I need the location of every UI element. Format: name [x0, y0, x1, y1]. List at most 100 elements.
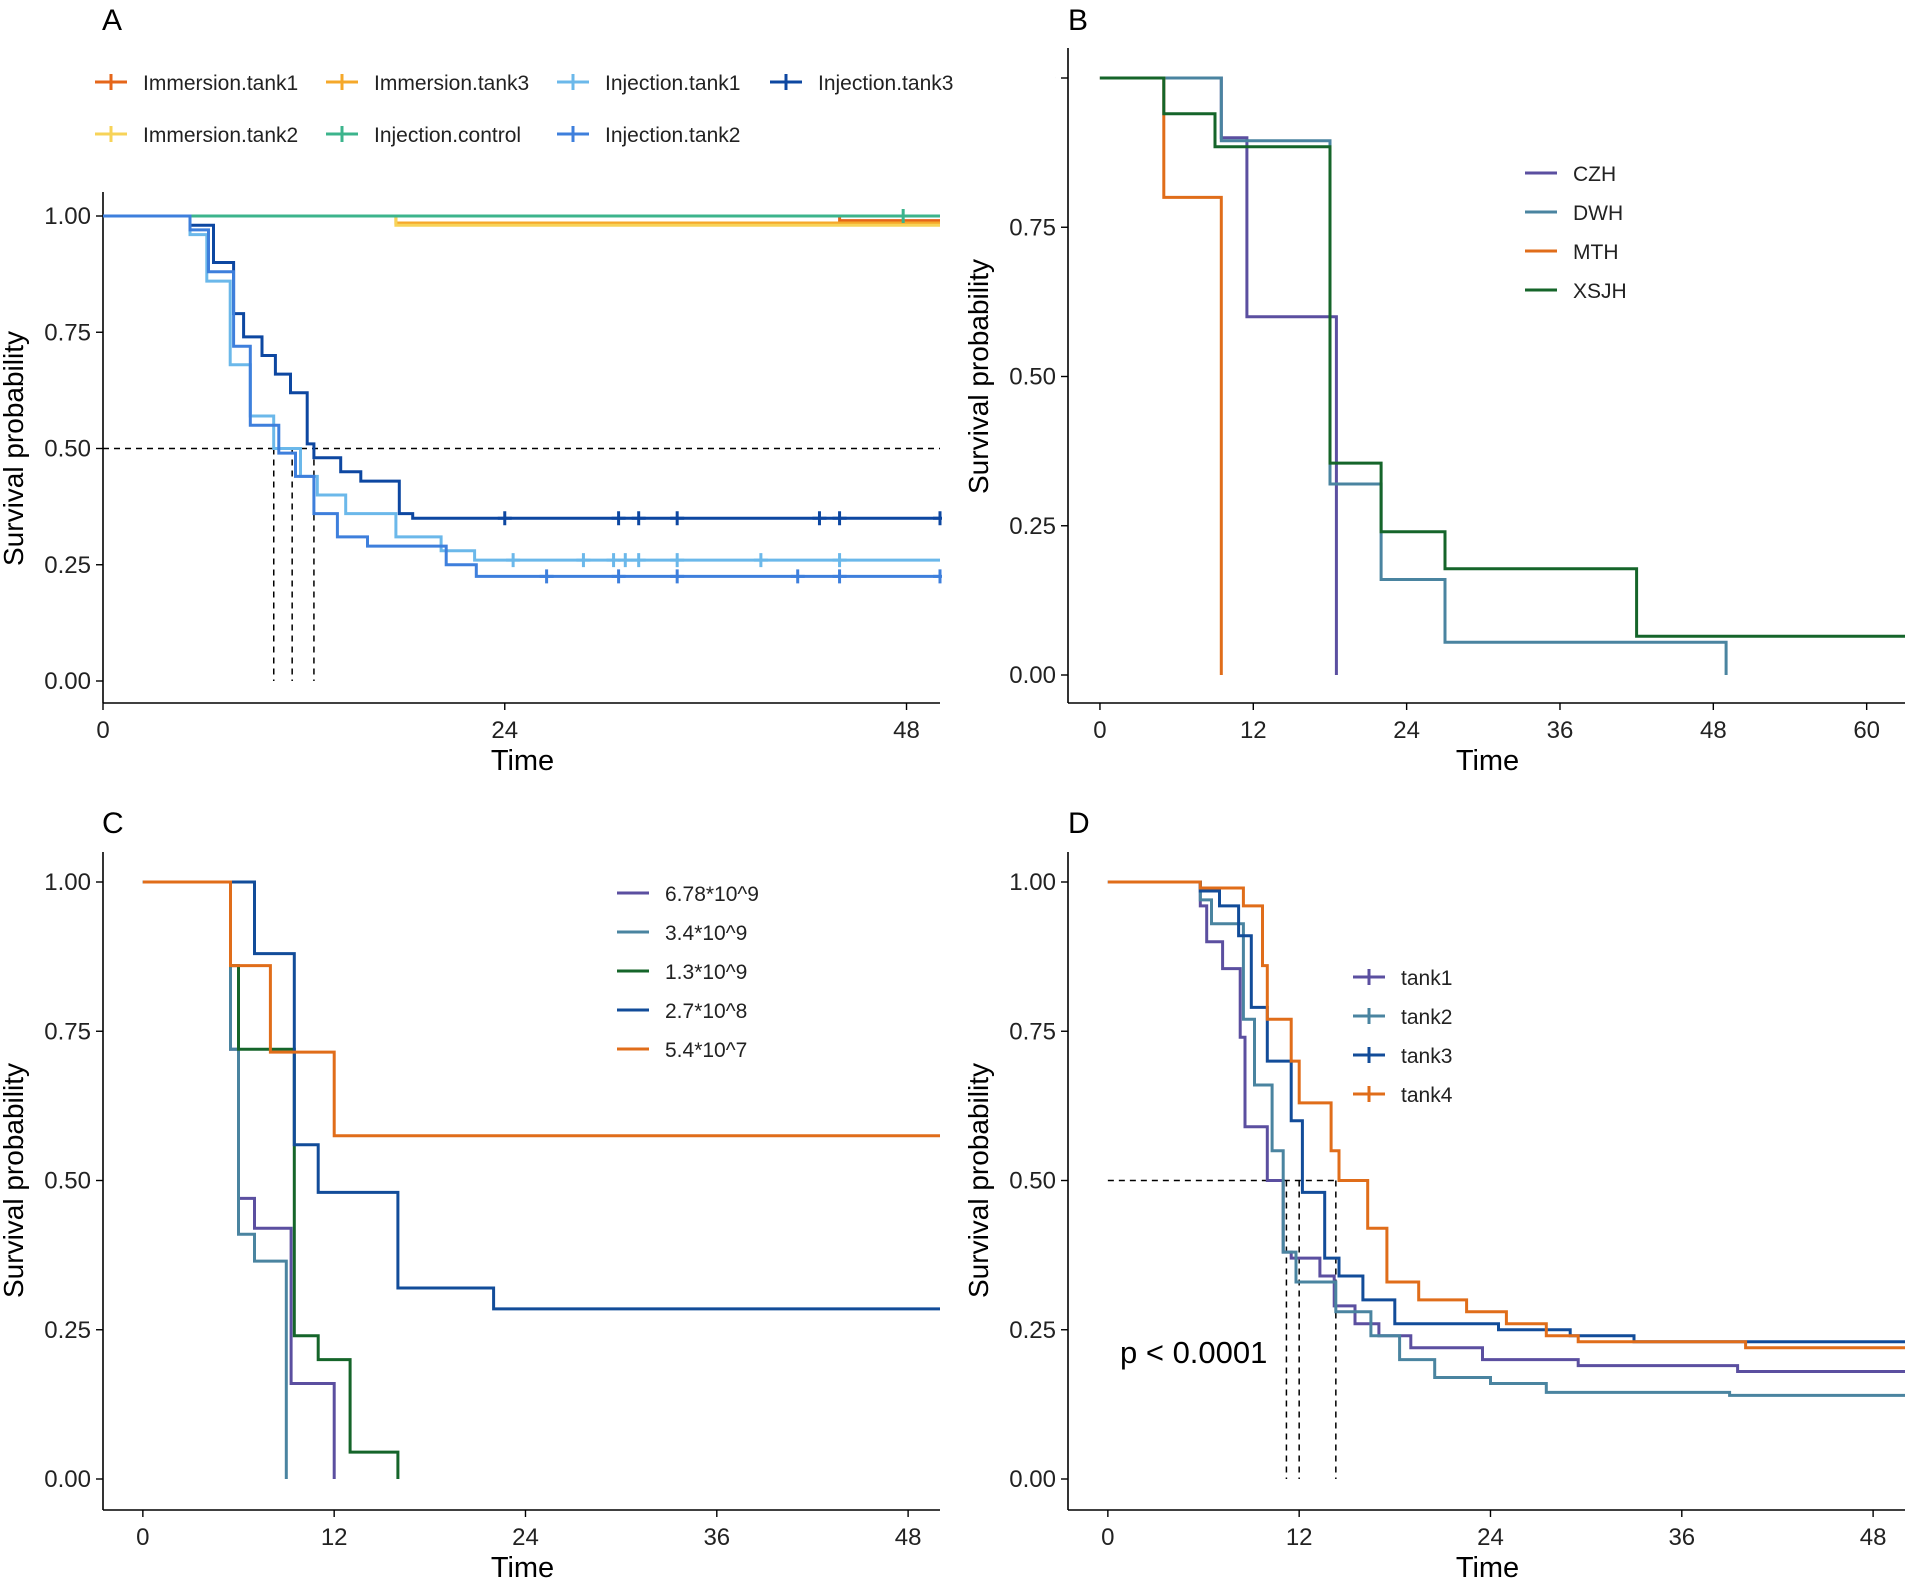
- y-tick-label: 0.75: [1009, 214, 1056, 241]
- series-line-mth: [1099, 76, 1223, 675]
- series-line-czh: [1099, 76, 1338, 675]
- y-axis-label: Survival probability: [963, 259, 994, 494]
- y-tick-label: 1.00: [1009, 869, 1056, 896]
- x-tick-label: 36: [1668, 1524, 1695, 1551]
- series-line-injection-tank2: [103, 214, 940, 578]
- censor-mark: [611, 511, 626, 526]
- censor-mark: [631, 553, 646, 568]
- x-tick-label: 24: [1477, 1524, 1504, 1551]
- censor-mark: [832, 511, 847, 526]
- y-tick-label: 0.75: [44, 1018, 91, 1045]
- legend-label-2-7-10-8: 2.7*10^8: [665, 1000, 747, 1023]
- legend-label-immersion-tank3: Immersion.tank3: [374, 72, 529, 95]
- y-tick-label: 0.00: [44, 1466, 91, 1493]
- censor-mark: [670, 569, 685, 584]
- x-tick-label: 36: [703, 1524, 730, 1551]
- y-tick-label: 0.75: [1009, 1018, 1056, 1045]
- x-tick-label: 48: [895, 1524, 922, 1551]
- series-line-tank1: [1107, 880, 1905, 1373]
- censor-mark: [812, 511, 827, 526]
- series-line-xsjh: [1099, 76, 1905, 638]
- series-line-injection-tank3: [103, 214, 940, 520]
- x-tick-label: 48: [893, 717, 920, 744]
- x-tick-label: 0: [1101, 1524, 1114, 1551]
- panel-letter: D: [1068, 807, 1090, 840]
- legend: 6.78*10^9 3.4*10^9 1.3*10^9 2.7*10^8 5.4*10^…: [617, 883, 759, 1062]
- censor-mark: [611, 569, 626, 584]
- plot-area: [1099, 76, 1905, 675]
- plot-area: [1107, 880, 1905, 1479]
- censor-mark: [631, 511, 646, 526]
- legend-label-xsjh: XSJH: [1573, 280, 1627, 303]
- censor-mark: [606, 553, 621, 568]
- x-tick-label: 12: [1240, 717, 1267, 744]
- censor-mark: [670, 553, 685, 568]
- series-line-injection-tank1: [103, 214, 940, 562]
- y-tick-label: 0.25: [44, 1317, 91, 1344]
- legend-label-6-78-10-9: 6.78*10^9: [665, 883, 759, 906]
- y-tick-label: 0.50: [1009, 1168, 1056, 1195]
- x-axis-label: Time: [1456, 1552, 1519, 1578]
- censor-mark: [896, 209, 911, 223]
- y-tick-label: 0.25: [44, 552, 91, 579]
- censor-mark: [832, 569, 847, 584]
- legend-label-czh: CZH: [1573, 163, 1616, 186]
- y-axis-label: Survival probability: [963, 1063, 994, 1298]
- x-axis-label: Time: [1456, 745, 1519, 777]
- legend-label-tank3: tank3: [1401, 1045, 1452, 1068]
- legend-label-dwh: DWH: [1573, 202, 1623, 225]
- panel-letter: A: [102, 4, 122, 37]
- series-line-2-7-10-8: [142, 880, 940, 1311]
- x-tick-label: 0: [136, 1524, 149, 1551]
- series-line-3-4-10-9: [142, 880, 288, 1479]
- panel-letter: B: [1068, 4, 1088, 37]
- legend-label-immersion-tank2: Immersion.tank2: [143, 124, 298, 147]
- panel-d: D 0.00 0.25 0.50 0.75 1.00 0 12 24 36 48 Time Surviv…: [963, 807, 1905, 1578]
- legend-label-injection-control: Injection.control: [374, 124, 521, 147]
- legend-label-1-3-10-9: 1.3*10^9: [665, 961, 747, 984]
- x-tick-label: 36: [1547, 717, 1574, 744]
- censor-mark: [933, 511, 942, 526]
- panel-c: C 0.00 0.25 0.50 0.75 1.00 0 12 24 36 48 Time Surviv…: [0, 807, 940, 1578]
- legend-label-5-4-10-7: 5.4*10^7: [665, 1039, 747, 1062]
- plot-area: [142, 880, 940, 1479]
- p-value-annotation: p < 0.0001: [1120, 1335, 1267, 1370]
- x-tick-label: 24: [512, 1524, 539, 1551]
- series-line-tank4: [1107, 880, 1905, 1350]
- x-axis-label: Time: [491, 1552, 554, 1578]
- series-line-dwh: [1099, 76, 1728, 675]
- censor-mark: [753, 553, 768, 568]
- x-tick-label: 0: [96, 717, 109, 744]
- y-axis-label: Survival probability: [0, 1063, 29, 1298]
- x-tick-label: 48: [1700, 717, 1727, 744]
- series-line-tank3: [1107, 880, 1905, 1344]
- y-tick-label: 0.00: [1009, 1466, 1056, 1493]
- plot-area: [103, 209, 942, 681]
- x-tick-label: 12: [1286, 1524, 1313, 1551]
- panel-letter: C: [102, 807, 124, 840]
- y-tick-label: 1.00: [44, 203, 91, 230]
- panel-b: B0.000.250.500.751.0001224364860TimeSurv…: [963, 4, 1905, 777]
- x-tick-label: 24: [1393, 717, 1420, 744]
- x-tick-label: 60: [1853, 717, 1880, 744]
- x-tick-label: 12: [321, 1524, 348, 1551]
- legend: CZH DWH MTH XSJH: [1525, 163, 1627, 303]
- legend-clip-mask: [955, 60, 1055, 160]
- censor-mark: [933, 569, 942, 584]
- y-tick-label: 0.50: [44, 1168, 91, 1195]
- legend-label-tank2: tank2: [1401, 1006, 1452, 1029]
- y-tick-label: 0.75: [44, 319, 91, 346]
- y-tick-label: 0.00: [1009, 662, 1056, 689]
- legend-label-injection-tank3: Injection.tank3: [818, 72, 953, 95]
- legend-label-injection-tank2: Injection.tank2: [605, 124, 740, 147]
- x-tick-label: 24: [491, 717, 518, 744]
- censor-mark: [576, 553, 591, 568]
- panel-a: A 0.00 0.25 0.50 0.75 1.00 0 24 48 Time Survival p…: [0, 4, 953, 777]
- legend: tank1 tank2 tank3 tank4: [1353, 967, 1453, 1107]
- legend-label-3-4-10-9: 3.4*10^9: [665, 922, 747, 945]
- censor-mark: [618, 553, 633, 568]
- x-tick-label: 48: [1860, 1524, 1887, 1551]
- censor-mark: [790, 569, 805, 584]
- legend-label-tank1: tank1: [1401, 967, 1452, 990]
- legend: Immersion.tank1 Immersion.tank3 Injection.…: [95, 72, 953, 147]
